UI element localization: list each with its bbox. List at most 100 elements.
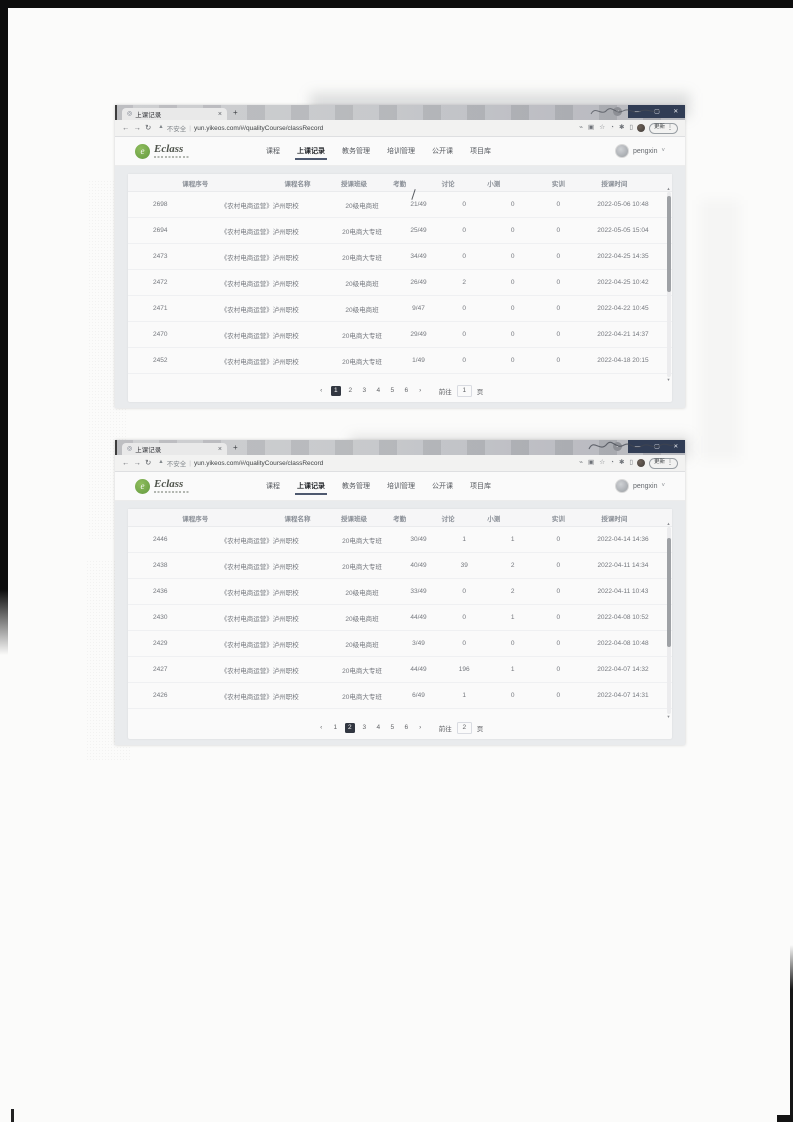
share-icon[interactable]: ⌁ [579, 458, 584, 466]
sidebar-icon[interactable]: ▯ [629, 123, 633, 131]
pagination-next[interactable]: › [419, 724, 422, 731]
update-pill-button[interactable]: 更新 ⋮ [648, 457, 678, 469]
nav-item[interactable]: 培训管理 [387, 148, 415, 155]
scrollbar-thumb[interactable] [666, 538, 671, 647]
back-icon[interactable]: ← [122, 123, 130, 133]
tab-search-chevron-icon[interactable]: ⌄ [613, 442, 622, 451]
sync-icon[interactable]: ◔ [610, 123, 614, 131]
nav-item[interactable]: 公开课 [432, 148, 453, 155]
pagination-page[interactable]: 3 [362, 387, 367, 394]
cell-time: 2022-04-08 10:48 [597, 640, 649, 647]
address-bar: ← → ↻ ▲ 不安全 | yun.yikeos.com/#/qualityCo… [115, 120, 685, 137]
tab-close-icon[interactable]: × [217, 445, 222, 453]
tab-search-chevron-icon[interactable]: ⌄ [613, 107, 622, 116]
url-field[interactable]: ▲ 不安全 | yun.yikeos.com/#/qualityCourse/c… [158, 458, 575, 469]
table-row[interactable]: 2427 《农村电商运营》泸州职校 20电商大专班 44/49 196 1 0 … [128, 657, 672, 683]
forward-icon[interactable]: → [133, 123, 142, 133]
close-button[interactable]: ✕ [673, 108, 679, 115]
table-row[interactable]: 2438 《农村电商运营》泸州职校 20电商大专班 40/49 39 2 0 2… [128, 553, 672, 579]
bookmark-star-icon[interactable]: ☆ [599, 458, 606, 466]
nav-item[interactable]: 上课记录 [295, 136, 327, 166]
pagination-page[interactable]: 1 [330, 386, 341, 396]
pagination-page[interactable]: 5 [390, 724, 395, 731]
sidebar-icon[interactable]: ▯ [629, 458, 633, 466]
sync-icon[interactable]: ◔ [610, 458, 614, 466]
minimize-button[interactable]: — [634, 443, 641, 450]
user-menu[interactable]: pengxin ˅ [614, 144, 665, 158]
nav-item[interactable]: 课程 [266, 483, 280, 490]
nav-item[interactable]: 课程 [266, 148, 280, 155]
close-button[interactable]: ✕ [673, 443, 679, 450]
scroll-up-icon[interactable]: ▲ [666, 186, 671, 191]
menu-dots-icon[interactable]: ⋮ [667, 125, 673, 131]
table-row[interactable]: 2694 《农村电商运营》泸州职校 20电商大专班 25/49 0 0 0 20… [128, 218, 672, 244]
scroll-down-icon[interactable]: ▼ [666, 377, 671, 382]
pagination-page[interactable]: 4 [376, 387, 381, 394]
pagination-prev[interactable]: ‹ [320, 387, 323, 394]
nav-item[interactable]: 上课记录 [295, 471, 327, 501]
table-row[interactable]: 2430 《农村电商运营》泸州职校 20级电商班 44/49 0 1 0 202… [128, 605, 672, 631]
pagination-page[interactable]: 1 [333, 724, 338, 731]
nav-item[interactable]: 教务管理 [342, 148, 370, 155]
cell-course-no: 2436 [153, 588, 168, 595]
table-scrollbar[interactable]: ▲ ▼ [666, 187, 671, 382]
pagination-goto-input[interactable]: 2 [456, 722, 472, 734]
scroll-up-icon[interactable]: ▲ [666, 521, 671, 526]
table-row[interactable]: 2698 《农村电商运营》泸州职校 20级电商班 21/49 0 0 0 202… [128, 192, 672, 218]
pagination-page[interactable]: 5 [390, 387, 395, 394]
maximize-button[interactable]: ▢ [654, 443, 660, 450]
url-field[interactable]: ▲ 不安全 | yun.yikeos.com/#/qualityCourse/c… [158, 123, 575, 134]
new-tab-button[interactable]: + [233, 107, 238, 117]
table-row[interactable]: 2426 《农村电商运营》泸州职校 20电商大专班 6/49 1 0 0 202… [128, 683, 672, 709]
user-menu[interactable]: pengxin ˅ [614, 479, 665, 493]
minimize-button[interactable]: — [634, 108, 641, 115]
scrollbar-thumb[interactable] [666, 195, 671, 292]
cell-class: 20级电商班 [345, 280, 379, 288]
tab-close-icon[interactable]: × [217, 110, 222, 118]
browser-profile-avatar[interactable] [636, 124, 645, 132]
back-icon[interactable]: ← [122, 458, 130, 468]
extensions-icon[interactable]: ✱ [618, 123, 625, 131]
table-row[interactable]: 2436 《农村电商运营》泸州职校 20级电商班 33/49 0 2 0 202… [128, 579, 672, 605]
pagination-page[interactable]: 4 [376, 724, 381, 731]
table-row[interactable]: 2452 《农村电商运营》泸州职校 20电商大专班 1/49 0 0 0 202… [128, 348, 672, 374]
table-scrollbar[interactable]: ▲ ▼ [666, 522, 671, 719]
pagination-page[interactable]: 6 [404, 724, 409, 731]
browser-profile-avatar[interactable] [636, 459, 645, 467]
table-row[interactable]: 2446 《农村电商运营》泸州职校 20电商大专班 30/49 1 1 0 20… [128, 527, 672, 553]
pagination-goto-input[interactable]: 1 [456, 385, 472, 397]
table-row[interactable]: 2472 《农村电商运营》泸州职校 20级电商班 26/49 2 0 0 202… [128, 270, 672, 296]
table-row[interactable]: 2471 《农村电商运营》泸州职校 20级电商班 9/47 0 0 0 2022… [128, 296, 672, 322]
pagination-next[interactable]: › [419, 387, 422, 394]
nav-item[interactable]: 项目库 [470, 483, 491, 490]
browser-tab[interactable]: ◎ 上课记录 × [122, 443, 227, 455]
browser-tab[interactable]: ◎ 上课记录 × [122, 108, 227, 120]
pagination-page[interactable]: 2 [344, 723, 355, 733]
table-row[interactable]: 2429 《农村电商运营》泸州职校 20级电商班 3/49 0 0 0 2022… [128, 631, 672, 657]
nav-item[interactable]: 公开课 [432, 483, 453, 490]
pagination-page[interactable]: 6 [404, 387, 409, 394]
nav-item[interactable]: 项目库 [470, 148, 491, 155]
share-icon[interactable]: ⌁ [579, 123, 584, 131]
pagination-page[interactable]: 3 [362, 724, 367, 731]
update-pill-button[interactable]: 更新 ⋮ [648, 122, 678, 134]
screenshot-icon[interactable]: ▣ [588, 458, 595, 466]
menu-dots-icon[interactable]: ⋮ [667, 460, 673, 466]
table-row[interactable]: 2470 《农村电商运营》泸州职校 20电商大专班 29/49 0 0 0 20… [128, 322, 672, 348]
maximize-button[interactable]: ▢ [654, 108, 660, 115]
bookmark-star-icon[interactable]: ☆ [599, 123, 606, 131]
new-tab-button[interactable]: + [233, 442, 238, 452]
screenshot-icon[interactable]: ▣ [588, 123, 595, 131]
table-row[interactable]: 2473 《农村电商运营》泸州职校 20电商大专班 34/49 0 0 0 20… [128, 244, 672, 270]
scroll-down-icon[interactable]: ▼ [666, 714, 671, 719]
extensions-icon[interactable]: ✱ [618, 458, 625, 466]
eclass-logo[interactable]: Eclass [135, 143, 247, 159]
nav-item[interactable]: 教务管理 [342, 483, 370, 490]
reload-icon[interactable]: ↻ [145, 123, 152, 133]
forward-icon[interactable]: → [133, 458, 142, 468]
pagination-page[interactable]: 2 [348, 387, 353, 394]
pagination-prev[interactable]: ‹ [320, 724, 323, 731]
reload-icon[interactable]: ↻ [145, 458, 152, 468]
nav-item[interactable]: 培训管理 [387, 483, 415, 490]
eclass-logo[interactable]: Eclass [135, 478, 247, 494]
